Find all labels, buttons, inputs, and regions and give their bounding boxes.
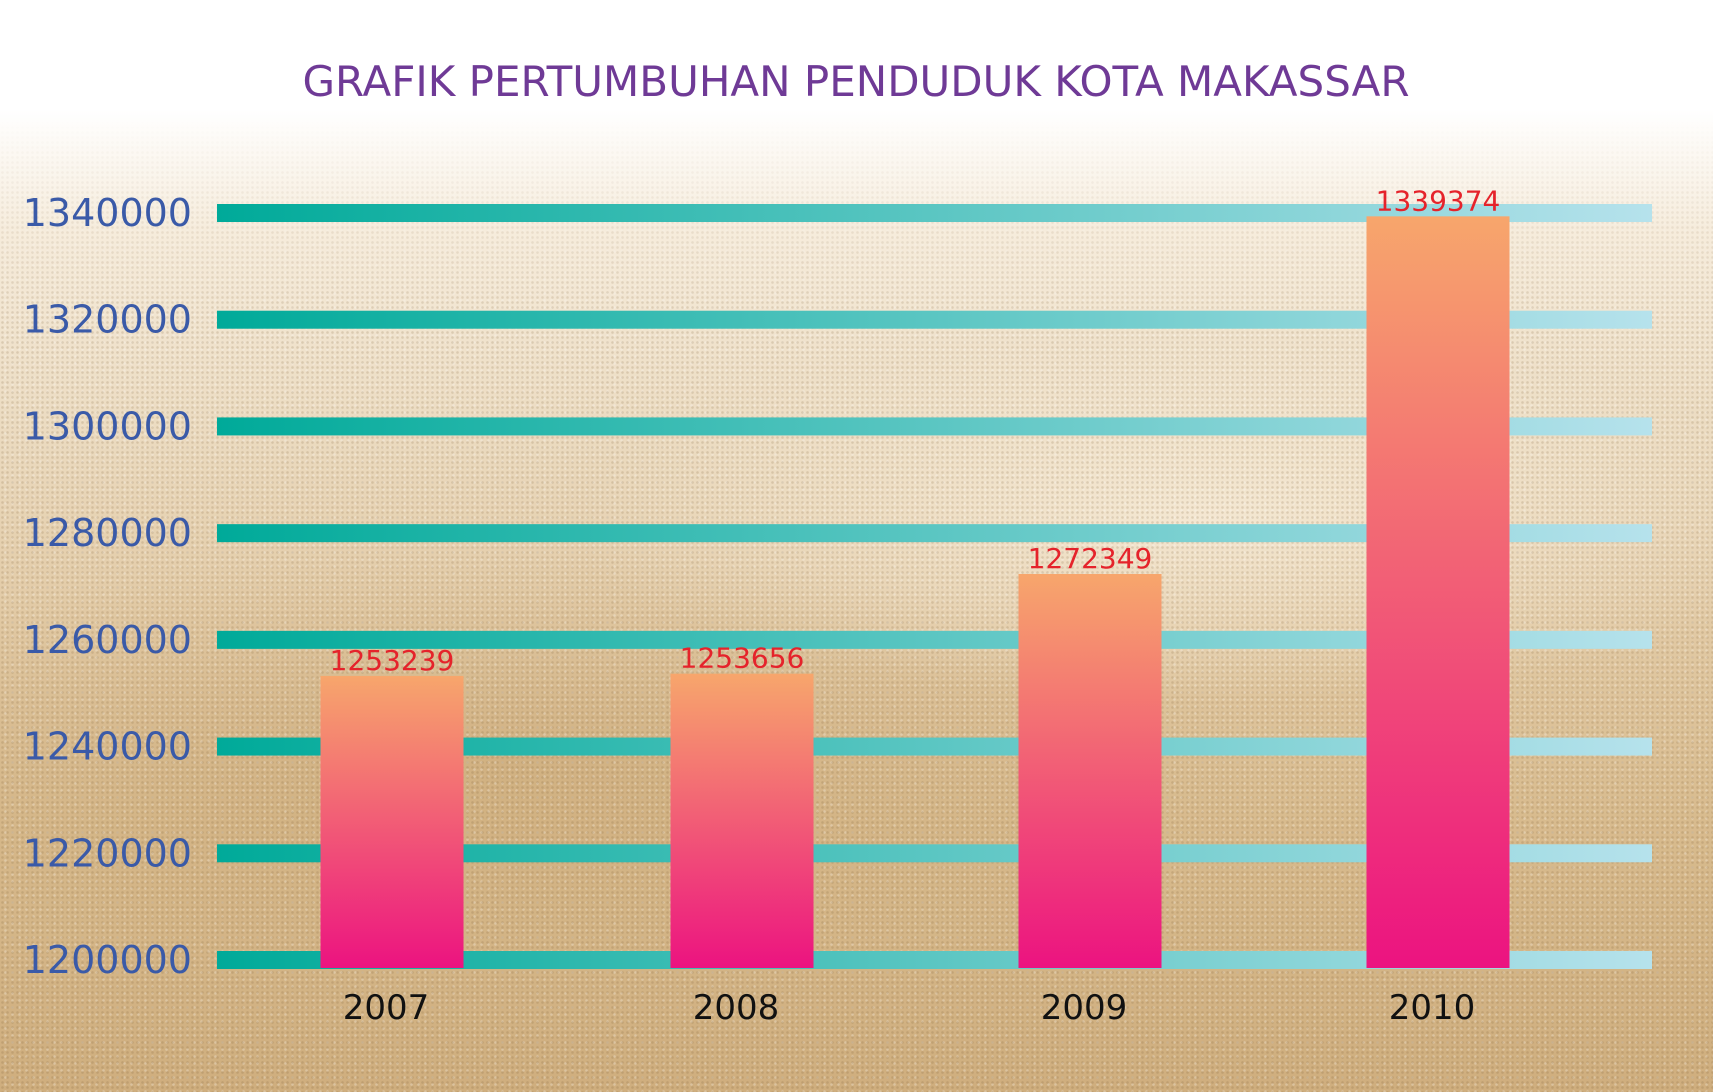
- x-tick-label-2007: 2007: [343, 988, 430, 1028]
- y-tick-label-1220000: 1220000: [23, 831, 192, 875]
- data-label-2010: 1339374: [1376, 184, 1501, 217]
- y-tick-label-1300000: 1300000: [23, 404, 192, 448]
- y-tick-label-1280000: 1280000: [23, 511, 192, 555]
- y-tick-label-1340000: 1340000: [23, 191, 192, 235]
- bar-2009: [1019, 574, 1162, 968]
- bar-2007: [321, 676, 464, 968]
- chart-title: GRAFIK PERTUMBUHAN PENDUDUK KOTA MAKASSA…: [302, 57, 1409, 106]
- x-axis-tick-labels: 2007 2008 2009 2010: [343, 988, 1476, 1028]
- y-axis-tick-labels: 1200000 1220000 1240000 1260000 1280000 13000…: [23, 191, 192, 982]
- y-tick-label-1260000: 1260000: [23, 618, 192, 662]
- x-tick-label-2010: 2010: [1389, 988, 1476, 1028]
- x-tick-label-2008: 2008: [693, 988, 780, 1028]
- y-tick-label-1320000: 1320000: [23, 298, 192, 342]
- y-tick-label-1200000: 1200000: [23, 938, 192, 982]
- data-label-2007: 1253239: [330, 644, 455, 677]
- bar-2008: [671, 674, 814, 968]
- y-tick-label-1240000: 1240000: [23, 725, 192, 769]
- x-tick-label-2009: 2009: [1041, 988, 1128, 1028]
- data-label-2008: 1253656: [680, 642, 805, 675]
- bar-2010: [1367, 216, 1510, 968]
- data-label-2009: 1272349: [1028, 542, 1153, 575]
